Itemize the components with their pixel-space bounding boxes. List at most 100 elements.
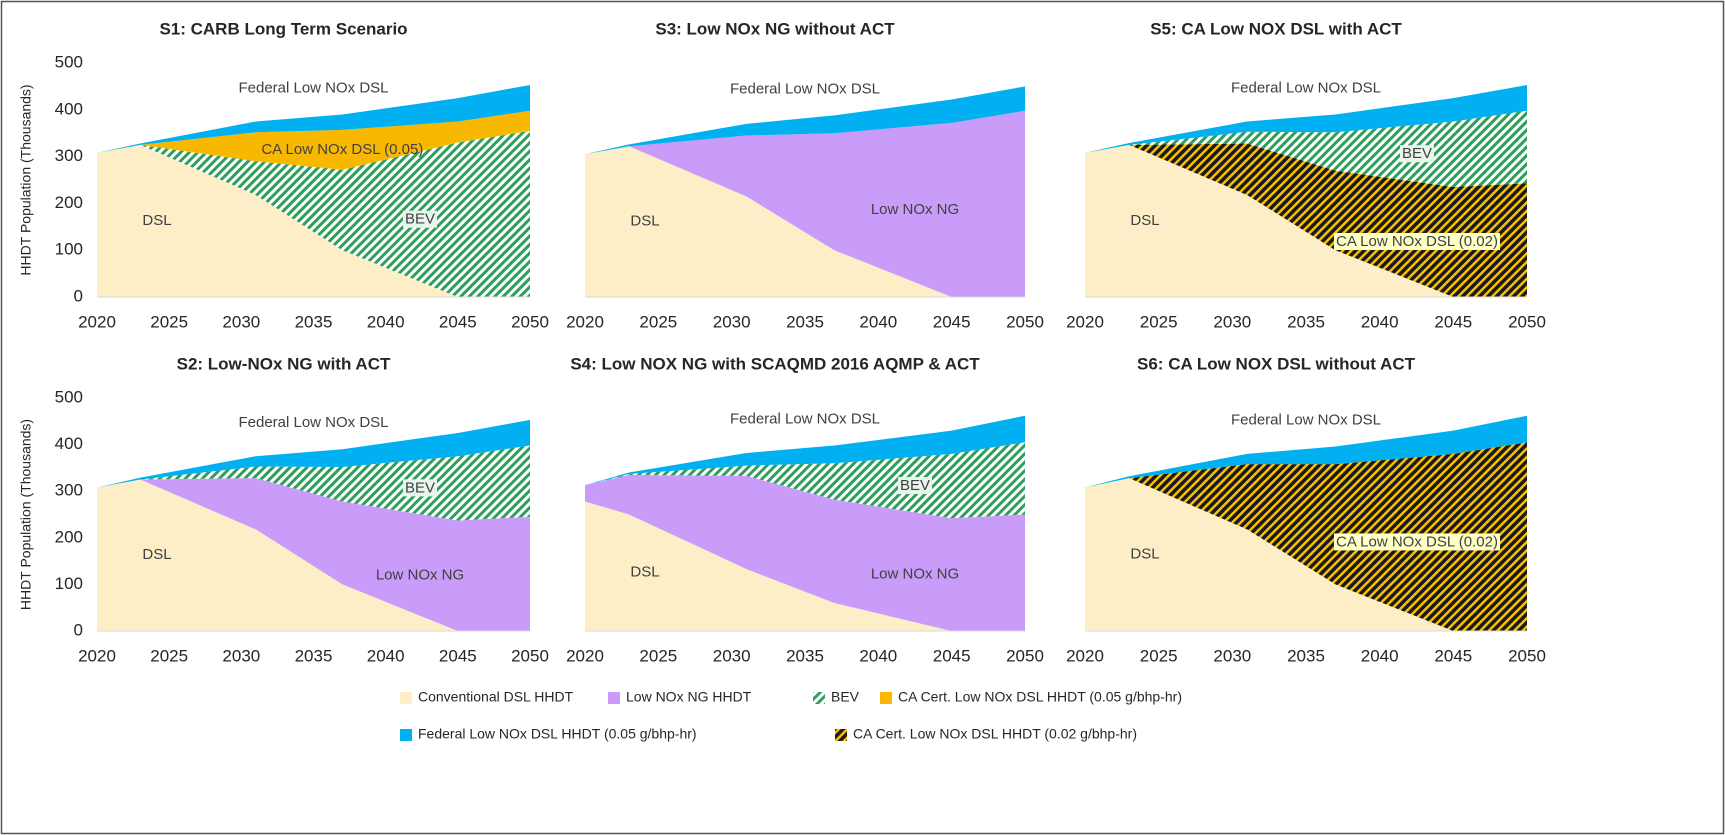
x-tick-label: 2035 xyxy=(295,646,333,665)
x-tick-label: 2035 xyxy=(786,312,824,331)
area-label: DSL xyxy=(1130,546,1159,563)
x-tick-label: 2020 xyxy=(78,312,116,331)
area xyxy=(1085,143,1527,297)
x-tick-label: 2050 xyxy=(511,312,549,331)
y-tick-label: 200 xyxy=(55,193,83,212)
x-tick-label: 2050 xyxy=(1508,646,1546,665)
area-label: CA Low NOx DSL (0.02) xyxy=(1336,533,1498,550)
x-tick-label: 2045 xyxy=(439,312,477,331)
x-tick-label: 2045 xyxy=(1434,312,1472,331)
label-bg xyxy=(1333,232,1501,250)
area xyxy=(97,419,530,488)
legend-swatch xyxy=(608,692,620,704)
y-tick-label: 300 xyxy=(55,481,83,500)
y-tick-label: 100 xyxy=(55,574,83,593)
area xyxy=(585,442,1025,519)
x-tick-label: 2045 xyxy=(933,312,971,331)
x-tick-label: 2030 xyxy=(713,312,751,331)
chart-title: S2: Low-NOx NG with ACT xyxy=(177,354,391,373)
x-tick-label: 2020 xyxy=(1066,312,1104,331)
x-tick-label: 2035 xyxy=(1287,312,1325,331)
area xyxy=(1085,144,1527,297)
area xyxy=(585,501,1025,631)
x-tick-label: 2030 xyxy=(222,312,260,331)
y-tick-label: 400 xyxy=(55,99,83,118)
x-tick-label: 2040 xyxy=(1361,312,1399,331)
x-tick-label: 2025 xyxy=(1140,312,1178,331)
label-bg xyxy=(1333,533,1501,551)
x-tick-label: 2025 xyxy=(639,646,677,665)
y-tick-label: 0 xyxy=(74,620,83,639)
area-label: Federal Low NOx DSL xyxy=(238,414,388,431)
legend-label: Conventional DSL HHDT xyxy=(418,689,574,705)
area-label: DSL xyxy=(142,546,171,563)
legend-swatch xyxy=(400,729,412,741)
x-tick-label: 2040 xyxy=(367,646,405,665)
x-tick-label: 2050 xyxy=(1508,312,1546,331)
legend-label: CA Cert. Low NOx DSL HHDT (0.05 g/bhp-hr… xyxy=(898,689,1182,705)
area-label: BEV xyxy=(405,211,435,228)
legend-label: Low NOx NG HHDT xyxy=(626,689,752,705)
area-label: BEV xyxy=(405,479,435,496)
area-label: Federal Low NOx DSL xyxy=(730,80,880,97)
area-label: CA Low NOx DSL (0.02) xyxy=(1336,233,1498,250)
area-label: DSL xyxy=(142,212,171,229)
area-label: DSL xyxy=(630,564,659,581)
y-axis-label: HHDT Population (Thousands) xyxy=(18,419,34,610)
y-tick-label: 100 xyxy=(55,240,83,259)
x-tick-label: 2040 xyxy=(1361,646,1399,665)
y-tick-label: 200 xyxy=(55,527,83,546)
area-label: Federal Low NOx DSL xyxy=(730,411,880,428)
x-tick-label: 2045 xyxy=(933,646,971,665)
chart-title: S3: Low NOx NG without ACT xyxy=(655,19,895,38)
label-bg xyxy=(897,477,933,495)
y-tick-label: 300 xyxy=(55,146,83,165)
x-tick-label: 2025 xyxy=(150,312,188,331)
area xyxy=(1085,478,1527,631)
area xyxy=(585,146,1025,297)
area-label: Low NOx NG xyxy=(871,201,959,218)
area-label: DSL xyxy=(630,213,659,230)
area-label: BEV xyxy=(1402,145,1432,162)
x-tick-label: 2035 xyxy=(295,312,333,331)
area xyxy=(585,474,1025,631)
area-label: Federal Low NOx DSL xyxy=(238,79,388,96)
x-tick-label: 2020 xyxy=(566,646,604,665)
area xyxy=(97,445,530,521)
area xyxy=(1085,442,1527,631)
legend-swatch xyxy=(400,692,412,704)
x-tick-label: 2050 xyxy=(511,646,549,665)
area xyxy=(585,415,1025,486)
area xyxy=(585,86,1025,155)
area xyxy=(1085,415,1527,488)
y-tick-label: 0 xyxy=(74,286,83,305)
legend-swatch xyxy=(880,692,892,704)
area-label: CA Low NOx DSL (0.05) xyxy=(261,141,423,158)
x-tick-label: 2030 xyxy=(713,646,751,665)
x-tick-label: 2020 xyxy=(1066,646,1104,665)
x-tick-label: 2030 xyxy=(1213,646,1251,665)
x-tick-label: 2025 xyxy=(1140,646,1178,665)
label-bg xyxy=(402,479,438,497)
area-label: Low NOx NG xyxy=(871,566,959,583)
area xyxy=(97,144,530,297)
area-label: Federal Low NOx DSL xyxy=(1231,411,1381,428)
x-tick-label: 2025 xyxy=(150,646,188,665)
chart-title: S1: CARB Long Term Scenario xyxy=(159,19,407,38)
y-tick-label: 400 xyxy=(55,434,83,453)
area-label: Federal Low NOx DSL xyxy=(1231,79,1381,96)
legend-swatch xyxy=(813,692,825,704)
x-tick-label: 2050 xyxy=(1006,646,1044,665)
area xyxy=(97,478,530,631)
legend-label: BEV xyxy=(831,689,860,705)
chart-title: S6: CA Low NOX DSL without ACT xyxy=(1137,354,1416,373)
x-tick-label: 2025 xyxy=(639,312,677,331)
x-tick-label: 2035 xyxy=(786,646,824,665)
area xyxy=(585,110,1025,298)
x-tick-label: 2020 xyxy=(78,646,116,665)
area xyxy=(97,84,530,153)
x-tick-label: 2035 xyxy=(1287,646,1325,665)
chart-title: S5: CA Low NOX DSL with ACT xyxy=(1150,19,1402,38)
x-tick-label: 2040 xyxy=(367,312,405,331)
